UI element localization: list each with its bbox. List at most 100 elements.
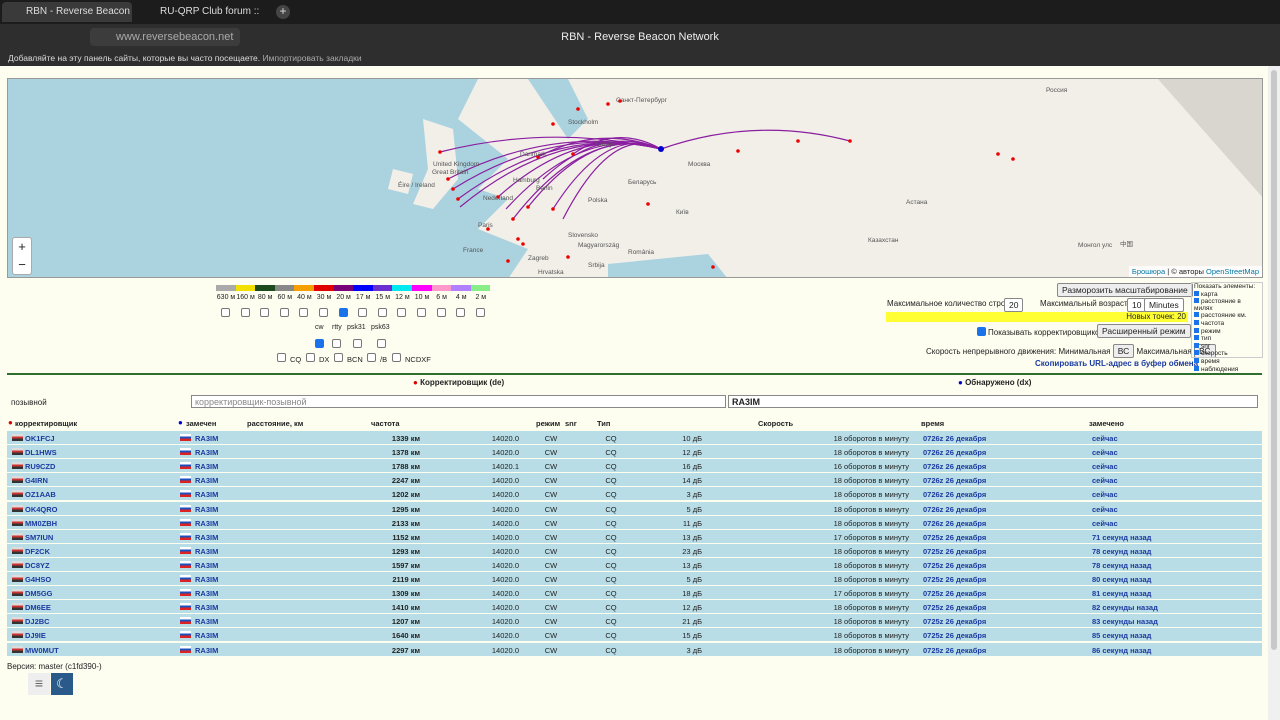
cell: DM6EE: [25, 603, 51, 613]
mode-checkbox[interactable]: [332, 339, 341, 348]
cell: 18 оборотов в минуту: [833, 518, 909, 528]
checkbox[interactable]: [977, 327, 986, 336]
spot-row[interactable]: RU9CZD RA3IM 1788 км 14020.1 CW CQ 16 дБ 16 обо…: [7, 459, 1262, 474]
max-age-unit[interactable]: Minutes: [1144, 298, 1184, 312]
show-element[interactable]: режим: [1194, 327, 1260, 336]
spot-row[interactable]: DC8YZ RA3IM 1597 км 14020.0 CW CQ 13 дБ 18 обор…: [7, 557, 1262, 572]
map-label: Berlin: [536, 185, 553, 192]
band-color: [333, 285, 354, 291]
dark-mode-button[interactable]: ☾: [51, 673, 73, 695]
band-checkbox[interactable]: [456, 308, 466, 317]
show-element[interactable]: скорость: [1194, 350, 1260, 358]
band-checkbox[interactable]: [417, 308, 426, 317]
cell: 2133 км: [391, 518, 420, 528]
show-element[interactable]: наблюдения: [1194, 365, 1260, 374]
show-element[interactable]: карта: [1194, 290, 1260, 299]
spot-row[interactable]: DM6EE RA3IM 1410 км 14020.0 CW CQ 12 дБ 18 обор…: [7, 600, 1262, 615]
cell: CQ: [605, 589, 617, 599]
band-checkbox[interactable]: [397, 308, 407, 317]
column-header: время: [921, 419, 945, 428]
spot-row[interactable]: MW0MUT RA3IM 2297 км 14020.0 CW CQ 3 дБ 18 обор…: [7, 642, 1262, 657]
cell: CW: [544, 603, 558, 613]
band-label: 17 м: [355, 294, 371, 301]
cell: 0725z 26 декабря: [923, 631, 987, 641]
spotter-dot: [516, 237, 520, 241]
show-element[interactable]: расстояние км.: [1194, 312, 1260, 320]
band-checkbox[interactable]: [436, 308, 446, 317]
band-label: 40 м: [297, 294, 312, 301]
band-checkbox[interactable]: [299, 308, 309, 317]
cell: CW: [544, 532, 558, 542]
spot-row[interactable]: SM7IUN RA3IM 1152 км 14020.0 CW CQ 13 дБ 17 обо…: [7, 529, 1262, 544]
band-checkbox[interactable]: [240, 308, 250, 317]
spot-row[interactable]: DL1HWS RA3IM 1378 км 14020.0 CW CQ 12 дБ 18 обо…: [7, 445, 1262, 460]
type-checkbox[interactable]: [367, 353, 376, 362]
tab[interactable]: RU-QRP Club forum :: Тема: [160, 6, 262, 17]
cell: OZ1AAB: [25, 490, 56, 500]
cell: DJ9IE: [25, 631, 46, 641]
map[interactable]: + − Брошюра | © авторы OpenStreetMap Sto…: [7, 78, 1263, 278]
band-checkbox[interactable]: [475, 308, 485, 317]
show-element[interactable]: snr: [1194, 342, 1260, 351]
show-element[interactable]: тип: [1194, 335, 1260, 343]
band-label: 160 м: [236, 294, 255, 301]
tab[interactable]: RBN - Reverse Beacon N: [2, 2, 132, 22]
type-label: BCN: [347, 355, 363, 364]
unfreeze-button[interactable]: Разморозить масштабирование: [1057, 283, 1193, 297]
zoom-out[interactable]: −: [18, 257, 26, 272]
spot-row[interactable]: DF2CK RA3IM 1293 км 14020.0 CW CQ 23 дБ 18 обор…: [7, 543, 1262, 558]
show-element[interactable]: время: [1194, 357, 1260, 366]
cell: OK4QRO: [25, 504, 58, 514]
band-color: [274, 285, 295, 291]
type-checkbox[interactable]: [334, 353, 343, 362]
type-checkbox[interactable]: [392, 353, 401, 362]
bookmarks-import[interactable]: Импортировать закладки: [262, 53, 362, 63]
band-checkbox[interactable]: [221, 308, 230, 317]
mode-checkbox[interactable]: [377, 339, 386, 348]
max-rows-select[interactable]: 20: [1004, 298, 1024, 312]
extended-button[interactable]: Расширенный режим: [1097, 324, 1191, 338]
type-checkbox[interactable]: [306, 353, 315, 362]
url[interactable]: www.reversebeacon.net: [116, 31, 234, 43]
divider: [7, 373, 1262, 375]
band-checkbox[interactable]: [319, 308, 328, 317]
band-color: [372, 285, 393, 291]
menu-button[interactable]: ≡: [28, 673, 50, 695]
band-checkbox[interactable]: [260, 308, 270, 317]
cell: CW: [544, 645, 558, 655]
spotter-dot: [496, 195, 500, 199]
map-label: Астана: [906, 199, 928, 206]
new-tab[interactable]: +: [276, 5, 290, 19]
link[interactable]: Брошюра: [1131, 267, 1166, 276]
mode-checkbox[interactable]: [315, 339, 324, 348]
mode-checkbox[interactable]: [353, 339, 362, 348]
spot-row[interactable]: MM0ZBH RA3IM 2133 км 14020.0 CW CQ 11 дБ 18 обо…: [7, 515, 1262, 530]
type-checkbox[interactable]: [277, 353, 286, 362]
spot-row[interactable]: G4IRN RA3IM 2247 км 14020.0 CW CQ 14 дБ 18 обор…: [7, 473, 1262, 488]
show-element[interactable]: частота: [1194, 319, 1260, 328]
spot-row[interactable]: DJ2BC RA3IM 1207 км 14020.0 CW CQ 21 дБ 18 обор…: [7, 614, 1262, 629]
band-checkbox[interactable]: [338, 308, 348, 317]
spot-row[interactable]: DJ9IE RA3IM 1640 км 14020.0 CW CQ 15 дБ 18 обор…: [7, 628, 1262, 643]
zoom-in[interactable]: +: [18, 239, 26, 254]
cell: CQ: [605, 575, 617, 584]
spot-row[interactable]: OK4QRO RA3IM 1295 км 14020.0 CW CQ 5 дБ 18 обор…: [7, 501, 1262, 516]
scrollbar[interactable]: [1268, 66, 1280, 720]
de-input[interactable]: корректировщик-позывной: [191, 395, 726, 408]
link[interactable]: OpenStreetMap: [1206, 267, 1259, 276]
band-checkbox[interactable]: [377, 308, 387, 317]
cell: 81 секунд назад: [1092, 589, 1152, 599]
cell: DF2CK: [25, 546, 51, 556]
dx-input[interactable]: RA3IM: [728, 395, 1258, 408]
spot-row[interactable]: OZ1AAB RA3IM 1202 км 14020.0 CW CQ 3 дБ 18 обор…: [7, 487, 1262, 502]
spot-row[interactable]: DM5GG RA3IM 1309 км 14020.0 CW CQ 18 дБ 17 обор…: [7, 586, 1262, 601]
band-checkbox[interactable]: [279, 308, 289, 317]
cell: G4HSO: [25, 575, 52, 584]
spot-row[interactable]: G4HSO RA3IM 2119 км 14020.0 CW CQ 5 дБ 18 оборо…: [7, 572, 1262, 586]
band-checkbox[interactable]: [358, 308, 368, 317]
flag: [180, 603, 191, 611]
map-label: Київ: [676, 209, 689, 216]
show-element[interactable]: расстояние в милях: [1194, 298, 1241, 312]
spot-row[interactable]: OK1FCJ RA3IM 1339 км 14020.0 CW CQ 10 дБ 18 обо…: [7, 431, 1262, 445]
copy-url[interactable]: Скопировать URL-адрес в буфер обмена: [1035, 359, 1199, 368]
